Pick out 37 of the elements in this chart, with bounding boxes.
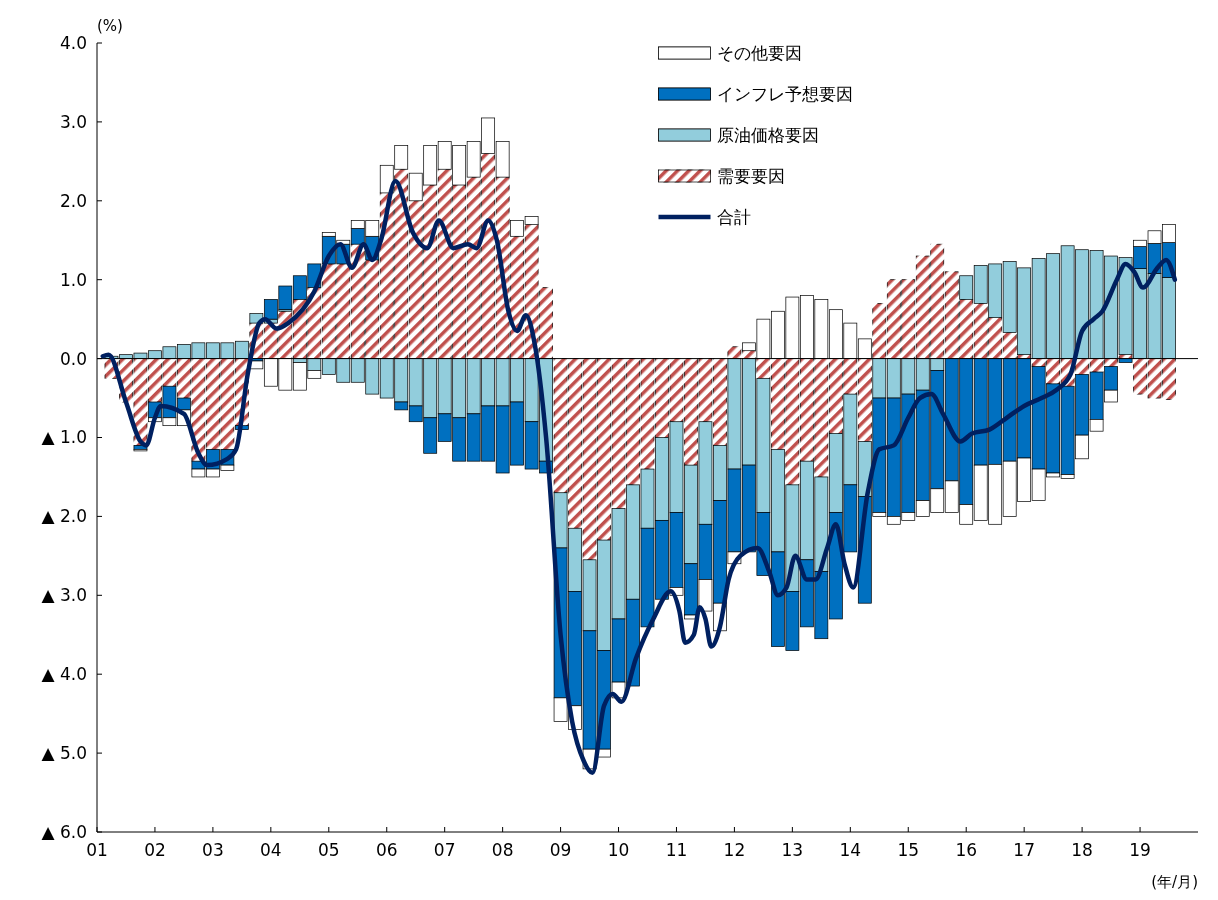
legend-label: 原油価格要因: [716, 124, 819, 145]
x-tick-label: 14: [839, 840, 862, 860]
y-tick-label: 4.0: [59, 32, 87, 53]
legend-label: その他要因: [716, 42, 802, 63]
y-tick-label: ▲ 2.0: [41, 506, 87, 527]
x-axis-title: (年/月): [1151, 873, 1198, 891]
y-tick-label: ▲ 1.0: [41, 427, 87, 448]
y-tick-label: 3.0: [59, 111, 87, 132]
x-tick-label: 03: [202, 840, 224, 860]
y-tick-label: 1.0: [59, 269, 87, 290]
x-tick-label: 01: [86, 840, 108, 860]
x-tick-label: 04: [260, 840, 282, 860]
x-tick-label: 18: [1071, 840, 1093, 860]
y-tick-label: ▲ 6.0: [41, 821, 87, 842]
x-tick-label: 15: [897, 840, 920, 860]
y-tick-label: ▲ 5.0: [41, 743, 87, 764]
y-tick-label: 0.0: [59, 348, 87, 369]
x-tick-label: 19: [1129, 840, 1151, 860]
x-tick-label: 09: [549, 840, 572, 860]
legend-label: インフレ予想要因: [716, 83, 853, 104]
y-tick-label: ▲ 4.0: [41, 664, 87, 685]
x-tick-label: 13: [781, 840, 804, 860]
y-axis-title: (%): [97, 17, 123, 35]
y-tick-label: 2.0: [59, 190, 87, 211]
x-tick-label: 16: [955, 840, 978, 860]
x-tick-label: 10: [607, 840, 630, 860]
x-tick-label: 07: [433, 840, 456, 860]
y-tick-label: ▲ 3.0: [41, 585, 87, 606]
x-tick-label: 06: [375, 840, 398, 860]
x-tick-label: 05: [317, 840, 340, 860]
x-tick-label: 11: [665, 840, 688, 860]
x-tick-label: 17: [1013, 840, 1035, 860]
x-tick-label: 12: [723, 840, 746, 860]
x-tick-label: 02: [144, 840, 166, 860]
legend-label: 合計: [716, 206, 751, 227]
x-tick-label: 08: [491, 840, 514, 860]
legend-label: 需要要因: [716, 165, 785, 186]
